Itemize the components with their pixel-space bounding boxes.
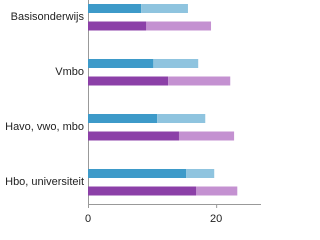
x-tick-label: 20 — [210, 213, 222, 225]
bar-segment — [146, 21, 212, 31]
bar-segment — [186, 169, 215, 178]
bar-segment — [88, 186, 197, 196]
category-label: Havo, vwo, mbo — [5, 121, 84, 133]
bar-segment — [88, 4, 142, 13]
bar-segment — [157, 114, 206, 123]
bar-segment — [168, 76, 231, 86]
bar-segment — [88, 21, 147, 31]
x-tick-label: 0 — [85, 213, 91, 225]
category-label: Vmbo — [55, 66, 84, 78]
bar-segment — [88, 76, 169, 86]
bar-segment — [141, 4, 188, 13]
bar-segment — [196, 186, 238, 196]
chart: 0 20 Basisonderwijs Vmbo Havo, vwo, mbo Hbo, … — [5, 0, 261, 225]
bar-segment — [88, 59, 154, 68]
bar-segment — [153, 59, 199, 68]
category-label: Hbo, universiteit — [5, 176, 84, 188]
bar-segment — [88, 131, 179, 141]
bar-segment — [178, 131, 235, 141]
category-label: Basisonderwijs — [11, 11, 85, 23]
bar-segment — [88, 114, 158, 123]
bar-segment — [88, 169, 187, 178]
